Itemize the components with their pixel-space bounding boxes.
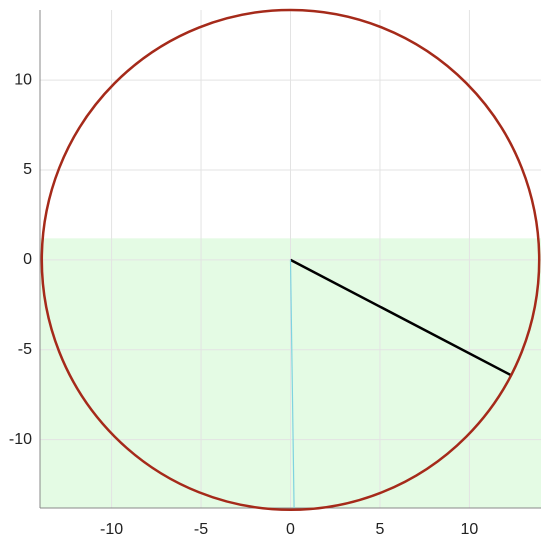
circle xyxy=(40,8,541,512)
y-tick-label: 0 xyxy=(23,251,32,268)
segment xyxy=(289,258,512,377)
x-tick-label: -10 xyxy=(100,521,123,538)
y-tick-label: 10 xyxy=(14,71,32,88)
x-tick-label: 5 xyxy=(376,521,385,538)
y-tick-label: -10 xyxy=(9,431,32,448)
y-tick-label: -5 xyxy=(18,341,32,358)
x-tick-label: -5 xyxy=(194,521,208,538)
segment xyxy=(289,259,295,509)
x-tick-label: 10 xyxy=(461,521,479,538)
y-tick-label: 5 xyxy=(23,161,32,178)
x-tick-label: 0 xyxy=(286,521,295,538)
